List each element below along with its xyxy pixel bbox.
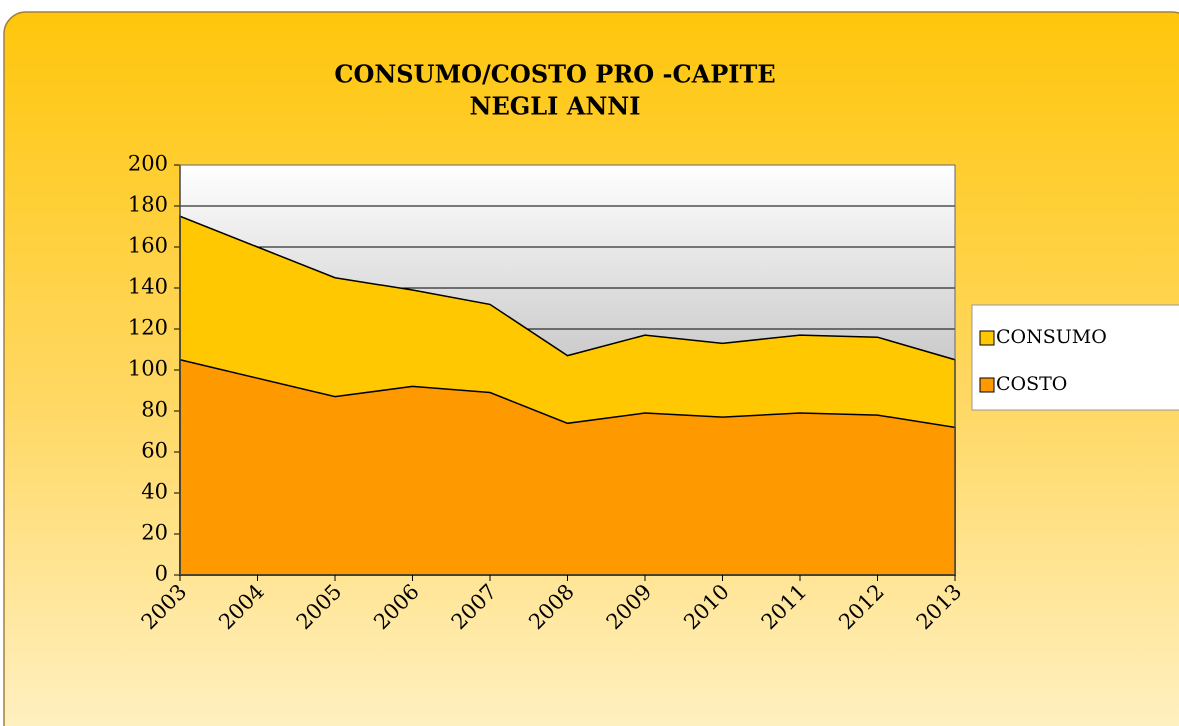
chart-title: CONSUMO/COSTO PRO -CAPITE bbox=[334, 60, 775, 89]
area bbox=[179, 358, 956, 576]
y-tick-label: 200 bbox=[128, 152, 168, 176]
y-tick-label: 40 bbox=[141, 480, 168, 504]
y-tick-label: 20 bbox=[141, 521, 168, 545]
y-tick-label: 100 bbox=[128, 357, 168, 381]
y-tick-label: 120 bbox=[128, 316, 168, 340]
legend-label: CONSUMO bbox=[996, 326, 1107, 348]
y-tick-label: 140 bbox=[128, 275, 168, 299]
legend-label: COSTO bbox=[996, 373, 1067, 395]
legend-swatch bbox=[979, 330, 995, 346]
y-tick-label: 0 bbox=[155, 562, 168, 586]
y-tick-label: 180 bbox=[128, 193, 168, 217]
legend-swatch bbox=[979, 377, 995, 393]
y-tick-label: 160 bbox=[128, 234, 168, 258]
y-tick-label: 60 bbox=[141, 439, 168, 463]
y-tick-label: 80 bbox=[141, 398, 168, 422]
chart-title: NEGLI ANNI bbox=[470, 92, 641, 121]
legend-box bbox=[971, 304, 1179, 411]
